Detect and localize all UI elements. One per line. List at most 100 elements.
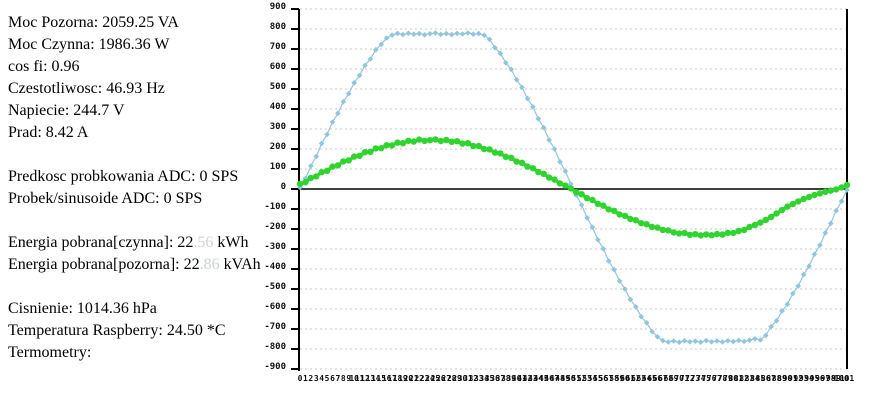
energia-pozorna-readout: Energia pobrana[pozorna]: 22.86 kVAh — [8, 254, 290, 276]
x-tick-label: 88 — [771, 374, 782, 383]
x-tick-label: 97 — [820, 374, 831, 383]
x-tick-label: 21 — [408, 374, 419, 383]
x-tick-label: 71 — [679, 374, 690, 383]
x-tick-label: 66 — [652, 374, 663, 383]
blue-series-marker — [784, 301, 791, 307]
x-tick-label: 61 — [625, 374, 636, 383]
x-tick-label: 42 — [522, 374, 533, 383]
green-series-marker — [697, 232, 704, 239]
x-tick-label: 89 — [777, 374, 787, 383]
green-series-marker — [323, 167, 331, 174]
green-series-marker — [540, 170, 547, 177]
energia-pozorna-decimal: .86 — [199, 256, 220, 273]
x-tick-label: 45 — [538, 374, 549, 383]
blue-series-marker — [697, 339, 704, 345]
green-series-marker — [654, 224, 661, 231]
green-series-marker — [443, 136, 450, 144]
green-series-marker — [302, 179, 309, 186]
blue-series-marker — [530, 104, 536, 110]
energia-czynna-readout: Energia pobrana[czynna]: 22.56 kWh — [8, 232, 290, 254]
x-tick-label: 32 — [468, 374, 479, 383]
blue-series-marker — [676, 339, 682, 345]
blue-series-marker — [773, 318, 780, 324]
blue-series-marker — [817, 242, 823, 248]
green-series-marker — [448, 138, 455, 145]
blue-series-marker — [622, 286, 628, 292]
green-series-marker — [632, 217, 639, 224]
blue-series-marker — [318, 140, 325, 147]
x-tick-label: 99 — [831, 374, 841, 383]
blue-series-marker — [719, 339, 726, 345]
green-series-marker — [843, 181, 851, 189]
y-tick-label: -200 — [264, 222, 286, 232]
green-series-marker — [681, 229, 688, 237]
x-tick-label: 20 — [403, 374, 414, 383]
x-tick-label: 98 — [825, 374, 836, 383]
blue-series-marker — [519, 84, 525, 91]
blue-series-marker — [308, 163, 314, 169]
x-tick-label: 82 — [739, 374, 749, 383]
x-tick-label: 96 — [815, 374, 825, 383]
x-tick-label: 53 — [582, 374, 592, 383]
y-tick-label: 900 — [269, 2, 286, 12]
x-tick-label: 77 — [712, 374, 722, 383]
cisnienie-readout: Cisnienie: 1014.36 hPa — [8, 300, 157, 317]
blue-series-marker — [762, 332, 769, 339]
green-series-marker — [735, 227, 742, 235]
green-series-marker — [464, 140, 472, 147]
green-series-marker — [313, 173, 320, 180]
x-tick-label: 87 — [766, 374, 776, 383]
probek-adc-readout: Probek/sinusoide ADC: 0 SPS — [8, 190, 203, 207]
green-series-marker — [773, 210, 780, 217]
green-series-marker — [513, 158, 520, 165]
x-tick-label: 55 — [593, 374, 603, 383]
blue-series-marker — [459, 31, 466, 37]
blue-series-marker — [367, 56, 374, 62]
x-tick-label: 46 — [544, 374, 554, 383]
y-tick-label: 800 — [269, 22, 286, 32]
blue-series-marker — [811, 251, 818, 257]
green-series-marker — [340, 158, 347, 165]
blue-series-marker — [486, 36, 493, 43]
x-tick-label: 44 — [533, 374, 544, 383]
blue-series-marker — [779, 308, 785, 314]
green-series-marker — [686, 231, 694, 238]
blue-series-marker — [681, 338, 688, 344]
blue-series-marker — [844, 187, 850, 193]
blue-series-marker — [714, 338, 720, 344]
blue-series-marker — [497, 50, 504, 57]
x-tick-label: 40 — [511, 374, 522, 383]
blue-series-marker — [394, 30, 401, 37]
blue-series-marker — [410, 31, 417, 37]
green-series-marker — [605, 206, 612, 213]
green-series-marker — [486, 146, 493, 153]
blue-series-marker — [405, 30, 412, 36]
blue-series-marker — [475, 30, 482, 37]
green-series-marker — [724, 229, 732, 236]
green-series-marker — [702, 231, 710, 238]
blue-series-marker — [627, 296, 634, 303]
x-tick-label: 29 — [452, 374, 462, 383]
blue-series-marker — [806, 263, 812, 269]
green-series-marker — [497, 150, 504, 157]
waveform-chart — [291, 8, 851, 371]
green-series-marker — [746, 223, 753, 231]
termometry-readout: Termometry: — [8, 344, 92, 361]
green-series-marker — [307, 174, 315, 182]
blue-series-marker — [584, 215, 590, 221]
blue-series-marker — [540, 124, 547, 131]
green-series-marker — [426, 137, 434, 144]
blue-series-marker — [373, 47, 379, 53]
blue-series-marker — [524, 95, 531, 102]
blue-series-marker — [692, 338, 699, 344]
blue-series-marker — [660, 337, 666, 344]
x-tick-label: 15 — [376, 374, 387, 383]
x-tick-label: 23 — [419, 374, 430, 383]
y-tick-label: -500 — [264, 282, 286, 292]
green-series-marker — [345, 157, 352, 164]
blue-series-marker — [481, 32, 487, 38]
x-tick-label: 54 — [587, 374, 598, 383]
blue-series-marker — [752, 336, 758, 342]
blue-series-marker — [768, 323, 774, 330]
